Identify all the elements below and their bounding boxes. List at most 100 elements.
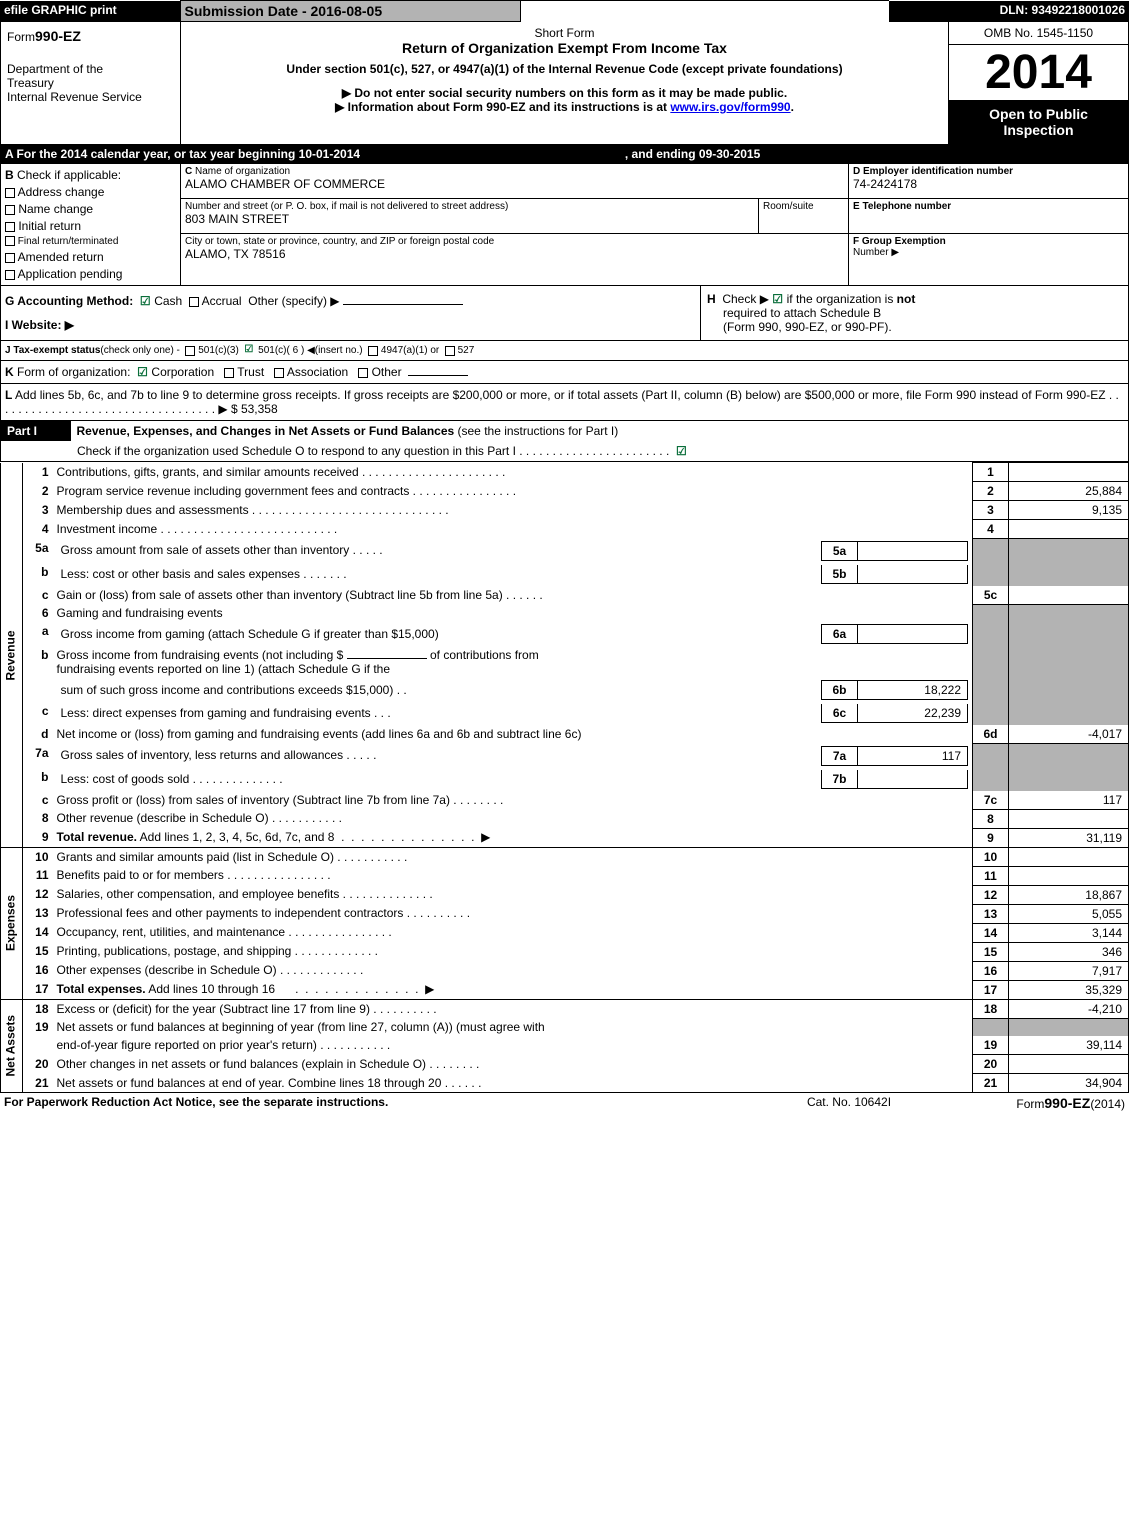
line-10-num: 10 [23,847,53,866]
line-9-boxnum: 9 [973,828,1009,847]
footer-row: For Paperwork Reduction Act Notice, see … [0,1093,1129,1113]
line-1-value [1009,463,1129,482]
line-16-boxnum: 16 [973,961,1009,980]
line-6c-subnum: 6c [822,704,858,723]
other-org-input[interactable] [408,375,468,376]
line-17-text: Total expenses. Add lines 10 through 16 … [53,980,973,999]
org-name: ALAMO CHAMBER OF COMMERCE [185,177,844,191]
line-8-boxnum: 8 [973,809,1009,828]
line-7a-num: 7a [23,744,53,768]
checkbox-initial-return[interactable] [5,222,15,232]
checkbox-corporation-checked[interactable]: ☑ [137,367,148,378]
line-21-num: 21 [23,1074,53,1093]
section-j-label: J Tax-exempt status [5,345,100,356]
address-label: Number and street (or P. O. box, if mail… [185,201,754,212]
line-5a-text: Gross amount from sale of assets other t… [57,541,822,560]
line-7c-num: c [23,791,53,810]
checkbox-trust[interactable] [224,368,234,378]
checkbox-501c-checked[interactable]: ☑ [244,345,255,356]
top-bar: efile GRAPHIC print Submission Date - 20… [0,0,1129,22]
dept-label-2: Treasury [7,76,174,90]
line-18-value: -4,210 [1009,999,1129,1018]
line-20-boxnum: 20 [973,1055,1009,1074]
section-b-label: B [5,168,14,182]
checkbox-accrual[interactable] [189,297,199,307]
checkbox-amended-return[interactable] [5,253,15,263]
h-text2: if the organization is [787,292,897,306]
instruction-2-text: ▶ Information about Form 990-EZ and its … [335,100,670,114]
insert-no: ◀(insert no.) [307,345,362,356]
line-4-text: Investment income . . . . . . . . . . . … [53,520,973,539]
line-6-num: 6 [23,604,53,622]
instruction-2-suffix: . [791,100,794,114]
netassets-sidebar: Net Assets [1,999,23,1093]
checkbox-other-org[interactable] [358,368,368,378]
line-14-text: Occupancy, rent, utilities, and maintena… [53,923,973,942]
section-k-row: K Form of organization: ☑ Corporation Tr… [0,361,1129,384]
line-4-boxnum: 4 [973,520,1009,539]
opt-4947a1: 4947(a)(1) or [381,345,439,356]
part1-header: Part I Revenue, Expenses, and Changes in… [0,421,1129,462]
line-14-value: 3,144 [1009,923,1129,942]
dept-label-3: Internal Revenue Service [7,90,174,104]
checkbox-final-return[interactable] [5,236,15,246]
checkbox-527[interactable] [445,346,455,356]
city-label: City or town, state or province, country… [185,236,844,247]
opt-501c: 501(c)( 6 ) [258,345,304,356]
line-5b-text: Less: cost or other basis and sales expe… [57,565,822,584]
line-19-text1: Net assets or fund balances at beginning… [53,1018,973,1036]
line-11-value [1009,866,1129,885]
opt-trust: Trust [237,365,264,379]
opt-name-change: Name change [18,202,93,216]
line-9-value: 31,119 [1009,828,1129,847]
line-8-text: Other revenue (describe in Schedule O) .… [53,809,973,828]
checkbox-4947a1[interactable] [368,346,378,356]
line-6a-subval [858,625,968,644]
checkbox-schedule-o-checked[interactable]: ☑ [676,446,687,457]
line-a-row: A For the 2014 calendar year, or tax yea… [0,145,1129,164]
line-6b-text1: Gross income from fundraising events (no… [57,648,344,662]
under-section: Under section 501(c), 527, or 4947(a)(1)… [185,62,944,76]
checkbox-cash-checked[interactable]: ☑ [140,296,151,307]
other-specify-input[interactable] [343,304,463,305]
checkbox-501c3[interactable] [185,346,195,356]
checkbox-address-change[interactable] [5,188,15,198]
line-4-num: 4 [23,520,53,539]
line-6b-amount-input[interactable] [347,658,427,659]
line-6b-text2: of contributions from [430,648,539,662]
checkbox-name-change[interactable] [5,205,15,215]
checkbox-application-pending[interactable] [5,270,15,280]
line-5c-num: c [23,586,53,605]
line-5a-subnum: 5a [822,541,858,560]
opt-other-org: Other [372,365,402,379]
section-d-label: D Employer identification number [853,166,1124,177]
line-1-boxnum: 1 [973,463,1009,482]
footer-form-no: 990-EZ [1044,1095,1090,1111]
section-e-label: E Telephone number [849,199,1129,234]
j-subtext: (check only one) - [100,345,179,356]
checkbox-h-checked[interactable]: ☑ [772,294,783,305]
line-16-num: 16 [23,961,53,980]
line-7a-subnum: 7a [822,746,858,765]
line-11-text: Benefits paid to or for members . . . . … [53,866,973,885]
irs-link[interactable]: www.irs.gov/form990 [670,100,790,114]
line-14-num: 14 [23,923,53,942]
checkbox-association[interactable] [274,368,284,378]
line-20-text: Other changes in net assets or fund bala… [53,1055,973,1074]
city-state-zip: ALAMO, TX 78516 [185,247,844,261]
check-if-applicable: Check if applicable: [17,168,121,182]
section-l-row: L Add lines 5b, 6c, and 7b to line 9 to … [0,384,1129,421]
line-9-num: 9 [23,828,53,847]
line-6a-num: a [23,622,53,646]
line-15-boxnum: 15 [973,942,1009,961]
line-6d-boxnum: 6d [973,725,1009,744]
h-text3: required to attach Schedule B [707,306,1122,320]
line-6b-num: b [23,646,53,678]
line-19-value: 39,114 [1009,1036,1129,1055]
entity-info-block: B Check if applicable: Address change Na… [0,164,1129,286]
line-9-text: Total revenue. Add lines 1, 2, 3, 4, 5c,… [53,828,973,847]
section-g-label: G Accounting Method: [5,294,133,308]
line-3-value: 9,135 [1009,501,1129,520]
line-5c-value [1009,586,1129,605]
line-13-text: Professional fees and other payments to … [53,904,973,923]
